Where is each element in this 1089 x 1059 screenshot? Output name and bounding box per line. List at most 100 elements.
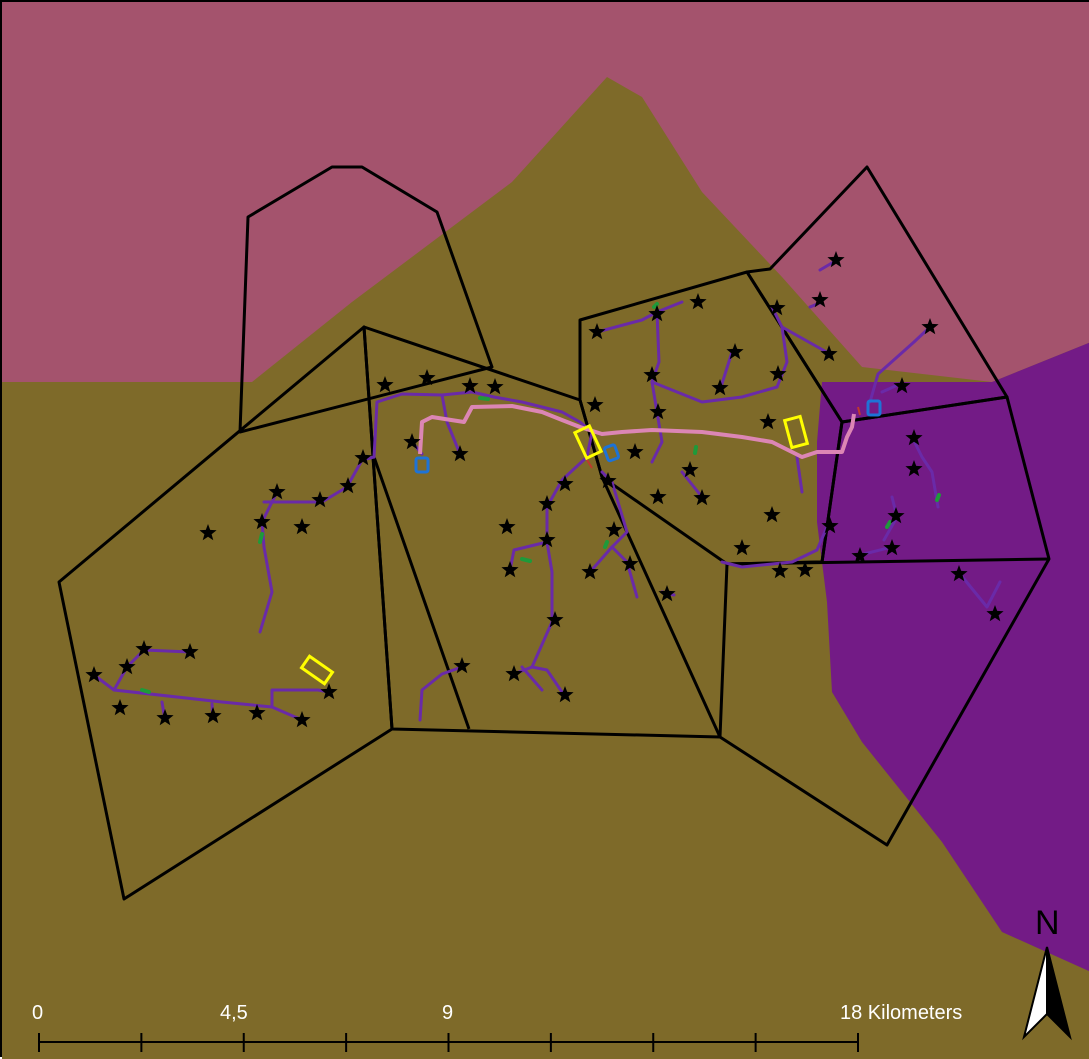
star-point <box>711 379 729 396</box>
network-line <box>650 310 664 464</box>
star-point <box>658 585 676 602</box>
network-line <box>492 395 594 434</box>
star-point <box>418 369 436 386</box>
star-point <box>320 683 338 700</box>
district-boundary <box>745 165 1009 424</box>
star-point <box>156 709 174 726</box>
network-line <box>780 325 832 356</box>
star-point <box>486 378 504 395</box>
region-purple <box>817 342 1089 972</box>
network-line <box>440 393 462 456</box>
star-point <box>253 513 271 530</box>
star-point <box>733 539 751 556</box>
star-point <box>248 704 266 721</box>
star-point <box>887 507 905 524</box>
star-point <box>950 565 968 582</box>
red-marker <box>857 406 861 416</box>
small-segment <box>693 445 698 455</box>
star-point <box>581 563 599 580</box>
star-point <box>851 547 869 564</box>
site-rectangles <box>299 414 810 686</box>
north-arrow-icon: N <box>1022 904 1072 1041</box>
scale-label-9: 9 <box>442 1002 453 1024</box>
star-point <box>796 561 814 578</box>
network-line <box>258 490 279 634</box>
star-point <box>199 524 217 541</box>
star-point <box>588 323 606 340</box>
star-point <box>905 429 923 446</box>
network-line <box>418 665 464 722</box>
small-segment <box>478 396 490 401</box>
star-point <box>586 396 604 413</box>
network-line <box>520 665 544 692</box>
scale-label-18-kilometers: 18 Kilometers <box>840 1002 962 1024</box>
star-point <box>643 366 661 383</box>
star-point <box>85 666 103 683</box>
star-point <box>293 518 311 535</box>
network-line <box>372 390 496 459</box>
scale-bar: 0 4,5 9 18 Kilometers <box>32 1002 962 1052</box>
small-segment <box>885 520 892 529</box>
network-line <box>92 673 304 722</box>
star-point <box>135 640 153 657</box>
star-point <box>556 686 574 703</box>
star-point <box>771 562 789 579</box>
site-rectangle <box>299 654 335 686</box>
star-point <box>821 517 839 534</box>
star-point <box>649 403 667 420</box>
district-boundary <box>238 165 494 434</box>
star-point <box>759 413 777 430</box>
star-point <box>538 495 556 512</box>
star-point <box>893 377 911 394</box>
star-point <box>505 665 523 682</box>
star-point <box>376 376 394 393</box>
small-segment <box>140 688 151 694</box>
star-point <box>768 299 786 316</box>
network-line <box>530 665 564 694</box>
scale-label-4-5: 4,5 <box>220 1002 248 1024</box>
star-point <box>693 489 711 506</box>
small-segment <box>935 493 941 502</box>
station-marker <box>414 456 430 474</box>
star-point <box>339 477 357 494</box>
star-point <box>293 711 311 728</box>
star-point <box>501 561 519 578</box>
star-point <box>820 345 838 362</box>
network-line <box>958 572 1002 609</box>
star-point <box>538 531 556 548</box>
star-point <box>811 291 829 308</box>
network-line <box>720 525 829 569</box>
star-point <box>726 343 744 360</box>
red-markers <box>586 406 861 469</box>
star-point <box>648 305 666 322</box>
star-point <box>461 377 479 394</box>
small-segment <box>258 532 264 544</box>
star-point <box>827 251 845 268</box>
star-point <box>311 491 329 508</box>
star-point <box>883 539 901 556</box>
star-point <box>204 707 222 724</box>
star-point <box>556 475 574 492</box>
star-point <box>649 488 667 505</box>
star-point <box>905 460 923 477</box>
main-pipeline <box>418 404 856 459</box>
station-markers <box>414 399 882 474</box>
small-segment <box>652 302 659 309</box>
star-point <box>546 611 564 628</box>
star-point <box>268 483 286 500</box>
station-marker <box>866 399 882 417</box>
star-point <box>118 658 136 675</box>
scale-label-0: 0 <box>32 1002 43 1024</box>
network-line <box>508 540 549 572</box>
star-point <box>453 657 471 674</box>
star-point <box>763 506 781 523</box>
star-point <box>498 518 516 535</box>
district-boundary <box>362 325 722 739</box>
red-marker <box>586 459 593 469</box>
star-point <box>181 643 199 660</box>
star-point <box>681 461 699 478</box>
star-point <box>605 521 623 538</box>
star-points <box>85 251 1004 728</box>
